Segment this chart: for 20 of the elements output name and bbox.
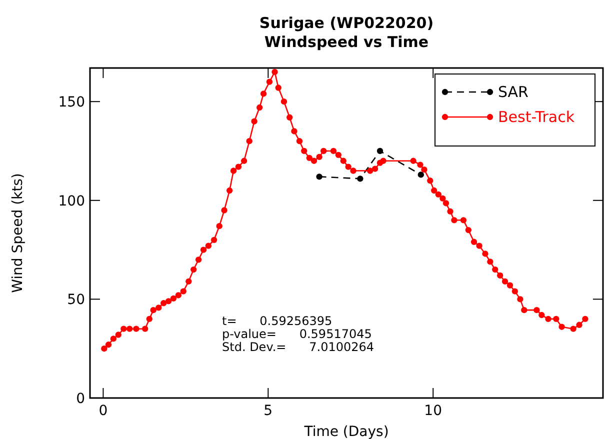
point bbox=[357, 176, 364, 182]
annotation: Std. Dev.= 7.0100264 bbox=[222, 340, 374, 354]
chart-title: Surigae (WP022020) bbox=[259, 14, 434, 32]
x-axis-title: Time (Days) bbox=[303, 424, 389, 439]
annotation: t= 0.59256395 bbox=[222, 314, 332, 328]
chart-subtitle: Windspeed vs Time bbox=[264, 33, 429, 51]
x-tick-label: 5 bbox=[264, 403, 273, 419]
annotation: p-value= 0.59517045 bbox=[222, 327, 372, 341]
legend-label: SAR bbox=[498, 83, 528, 101]
y-tick-label: 150 bbox=[58, 94, 85, 111]
y-axis-title: Wind Speed (kts) bbox=[10, 173, 26, 293]
legend-label: Best-Track bbox=[498, 108, 575, 126]
x-tick-label: 0 bbox=[98, 403, 108, 419]
point bbox=[376, 148, 384, 154]
point bbox=[418, 172, 424, 178]
y-tick-label: 100 bbox=[58, 193, 85, 210]
y-tick-label: 0 bbox=[76, 391, 85, 407]
point bbox=[316, 174, 322, 180]
x-tick-label: 10 bbox=[424, 403, 442, 419]
y-tick-label: 50 bbox=[67, 292, 85, 308]
